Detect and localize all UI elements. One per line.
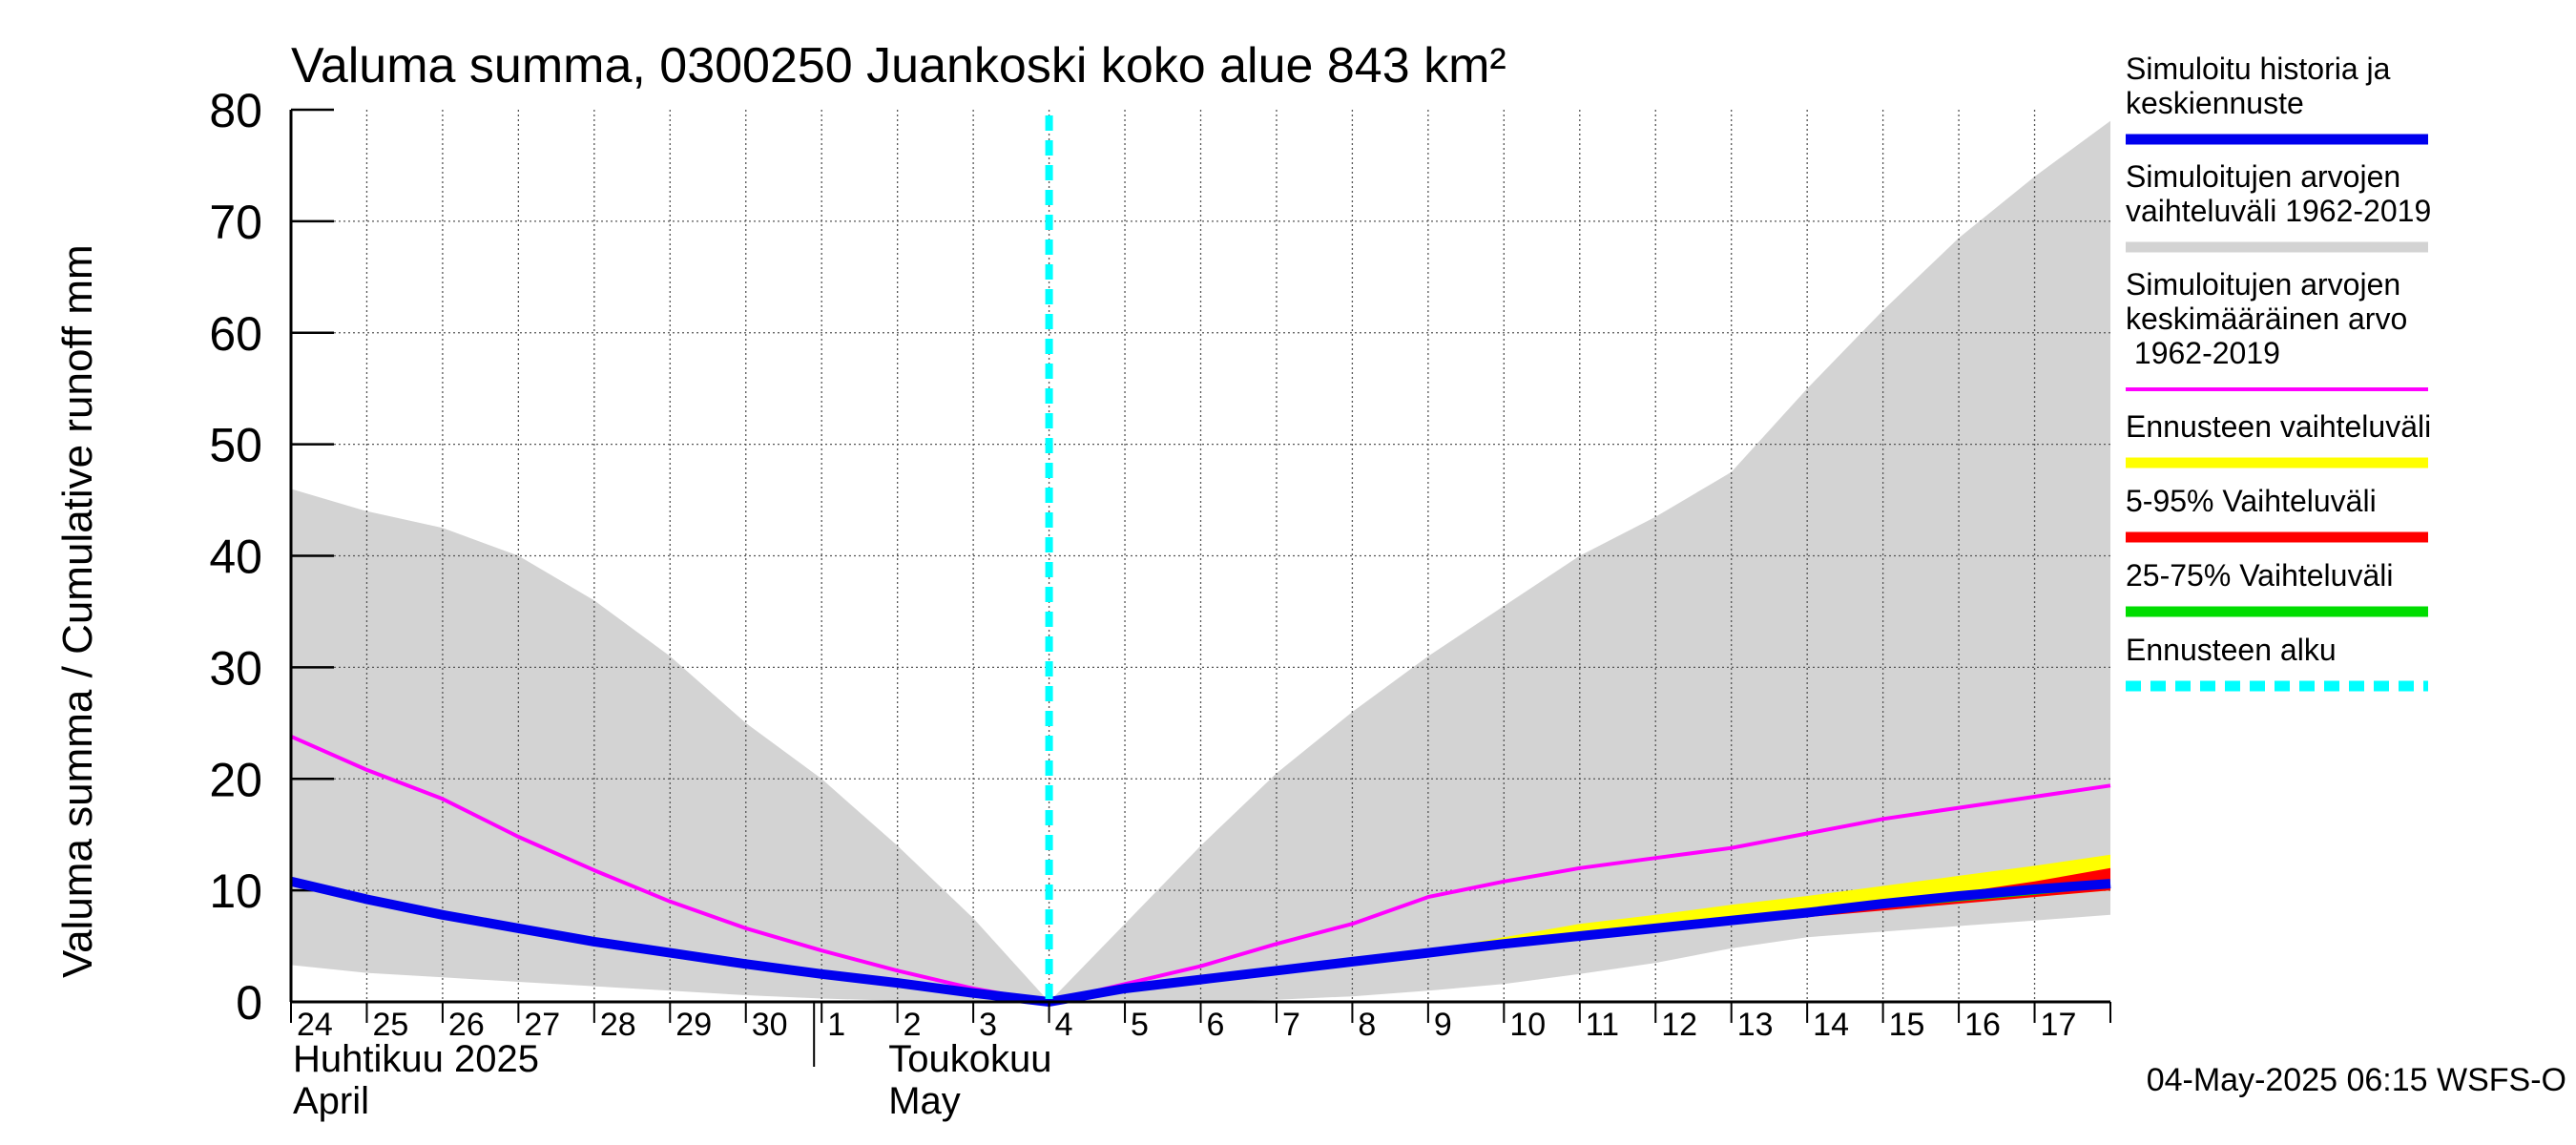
legend-label-line: keskimääräinen arvo (2126, 302, 2407, 336)
legend-entry-label: 25-75% Vaihteluväli (2126, 558, 2393, 593)
legend-label-line: Simuloitujen arvojen (2126, 159, 2400, 194)
x-tick-label: 8 (1358, 1007, 1376, 1043)
simulated-history-line (289, 876, 2111, 1007)
month-label-fi: Huhtikuu 2025 (293, 1038, 539, 1080)
x-tick-label: 9 (1434, 1007, 1452, 1043)
x-tick-label: 17 (2041, 1007, 2077, 1043)
y-tick-label: 20 (209, 753, 262, 806)
legend-entry-label: Simuloitu historia ja keskiennuste (2126, 52, 2391, 120)
x-tick-label: 10 (1509, 1007, 1546, 1043)
x-tick-label: 29 (675, 1007, 712, 1043)
x-tick-label: 4 (1055, 1007, 1073, 1043)
legend-label-line: Simuloitujen arvojen (2126, 267, 2400, 302)
legend-entry-label: Ennusteen alku (2126, 633, 2337, 667)
x-tick-label: 11 (1586, 1007, 1619, 1043)
y-tick-label: 30 (209, 641, 262, 695)
legend-entry-label: Simuloitujen arvojen keskimääräinen arvo … (2126, 267, 2407, 370)
y-tick-label: 60 (209, 307, 262, 361)
legend-label-line: Ennusteen alku (2126, 633, 2337, 667)
legend-label-line: 25-75% Vaihteluväli (2126, 558, 2393, 593)
y-tick-label: 50 (209, 419, 262, 472)
month-label-en: May (888, 1080, 961, 1122)
month-label-en: April (293, 1080, 369, 1122)
legend-label-line: Simuloitu historia ja (2126, 52, 2391, 86)
x-tick-label: 7 (1282, 1007, 1300, 1043)
y-tick-label: 70 (209, 196, 262, 249)
x-tick-label: 6 (1207, 1007, 1225, 1043)
month-label-fi: Toukokuu (888, 1038, 1051, 1080)
y-tick-label: 80 (209, 84, 262, 137)
legend-entry-label: Simuloitujen arvojen vaihteluväli 1962-20… (2126, 159, 2431, 228)
y-tick-label: 10 (209, 864, 262, 918)
x-tick-label: 3 (979, 1007, 997, 1043)
x-tick-label: 13 (1737, 1007, 1774, 1043)
mean-line (290, 734, 2111, 1004)
legend-label-line: 5-95% Vaihteluväli (2126, 484, 2377, 518)
footer-timestamp: 04-May-2025 06:15 WSFS-O (2147, 1062, 2566, 1098)
y-tick-label: 0 (236, 976, 262, 1030)
legend-label-line: 1962-2019 (2126, 336, 2280, 370)
legend-label-line: Ennusteen vaihteluväli (2126, 409, 2431, 444)
x-tick-label: 28 (600, 1007, 636, 1043)
x-tick-label: 16 (1964, 1007, 2001, 1043)
x-tick-label: 12 (1661, 1007, 1697, 1043)
x-tick-label: 24 (297, 1007, 333, 1043)
chart-title: Valuma summa, 0300250 Juankoski koko alu… (291, 38, 1506, 94)
x-tick-label: 26 (448, 1007, 485, 1043)
historical-range-band (291, 120, 2110, 1002)
x-tick-label: 25 (372, 1007, 408, 1043)
x-tick-label: 14 (1813, 1007, 1849, 1043)
x-tick-label: 1 (827, 1007, 845, 1043)
y-tick-label: 40 (209, 531, 262, 584)
legend-entry-label: Ennusteen vaihteluväli (2126, 409, 2431, 444)
legend-entry-label: 5-95% Vaihteluväli (2126, 484, 2377, 518)
x-tick-label: 15 (1889, 1007, 1925, 1043)
legend: Simuloitu historia ja keskiennusteSimuloi… (2126, 52, 2431, 692)
x-tick-label: 27 (524, 1007, 560, 1043)
x-tick-label: 2 (904, 1007, 922, 1043)
x-tick-label: 5 (1131, 1007, 1149, 1043)
legend-label-line: keskiennuste (2126, 86, 2304, 120)
forecast-range-band (1427, 854, 2110, 954)
y-axis-label: Valuma summa / Cumulative runoff mm (54, 244, 101, 978)
x-tick-label: 30 (752, 1007, 788, 1043)
legend-label-line: vaihteluväli 1962-2019 (2126, 194, 2431, 228)
